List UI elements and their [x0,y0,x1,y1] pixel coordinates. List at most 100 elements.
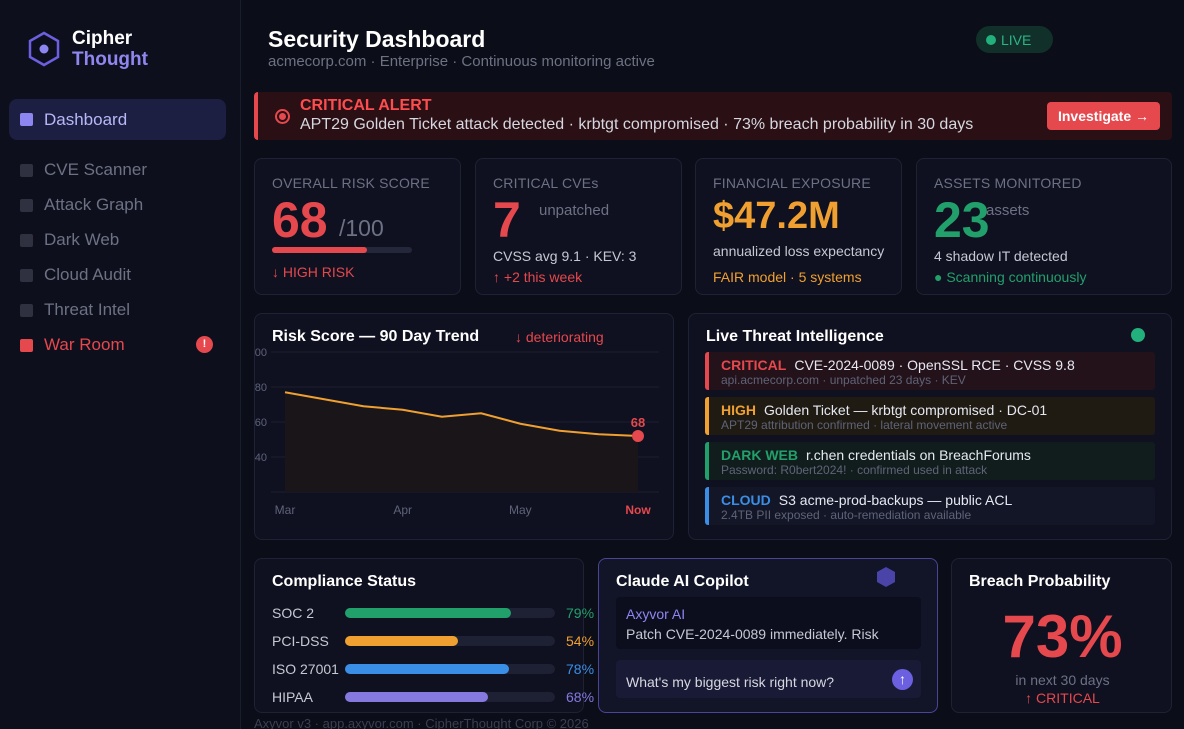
threat-item[interactable]: CRITICAL CVE-2024-0089 · OpenSSL RCE · CV… [705,352,1155,390]
threat-severity-tag: CLOUD [721,492,771,508]
kpi-label: FINANCIAL EXPOSURE [713,175,871,191]
critical-cves-value: 7 [493,192,521,248]
sidebar-item-dark-web[interactable]: Dark Web [20,230,220,250]
sidebar-item-label: CVE Scanner [44,160,147,179]
intel-title: Live Threat Intelligence [706,328,884,345]
compliance-row: ISO 27001 78% [272,658,595,678]
war-room-icon [20,338,33,352]
cvss-detail: CVSS avg 9.1 · KEV: 3 [493,248,637,264]
dashboard-icon [20,113,33,126]
risk-score-max: /100 [339,215,384,241]
compliance-title: Compliance Status [272,573,417,590]
compliance-bar [345,608,555,618]
compliance-bar-fill [345,664,509,674]
threat-headline: CRITICAL CVE-2024-0089 · OpenSSL RCE · CV… [721,357,1075,373]
x-tick-label: May [509,503,532,517]
sidebar-item-label: War Room [44,335,125,354]
threat-item[interactable]: DARK WEB r.chen credentials on BreachForu… [705,442,1155,480]
send-button[interactable]: ↑ [892,669,913,690]
brand-logo[interactable]: Cipher Thought [28,28,148,70]
compliance-row: HIPAA 68% [272,686,595,706]
dark-web-icon [20,233,33,247]
trend-title: Risk Score — 90 Day Trend [272,328,480,345]
investigate-button[interactable]: Investigate → [1047,102,1160,130]
kpi-label: ASSETS MONITORED [934,175,1082,191]
ai-message-bubble: Axyvor AI Patch CVE-2024-0089 immediatel… [616,597,921,649]
threat-detail: 2.4TB PII exposed · auto-remediation ava… [721,508,972,522]
compliance-percent: 54% [566,633,595,649]
attack-graph-icon [20,198,33,212]
sidebar-item-cloud-audit[interactable]: Cloud Audit [20,265,220,285]
threat-text: Golden Ticket — krbtgt compromised · DC-… [764,402,1048,418]
sidebar-item-threat-intel[interactable]: Threat Intel [20,300,220,320]
x-tick-label: Mar [275,503,296,517]
sidebar-item-war-room[interactable]: War Room ! [20,335,220,355]
sidebar-item-label: Dark Web [44,230,120,249]
compliance-name: SOC 2 [272,605,315,621]
assets-unit: assets [986,202,1030,219]
threat-headline: HIGH Golden Ticket — krbtgt compromised ·… [721,402,1047,418]
y-tick-label: 60 [255,417,267,429]
threat-intel-icon [20,303,33,317]
brand-line-1: Cipher [72,28,133,49]
live-status-badge: LIVE [976,26,1053,53]
copilot-input-field[interactable]: What's my biggest risk right now? ↑ [616,660,921,698]
sidebar-item-attack-graph[interactable]: Attack Graph [20,195,220,215]
footer-text: Axyvor v3 · app.axyvor.com · CipherThoug… [254,716,589,729]
threat-detail: Password: R0bert2024! · confirmed used i… [721,463,988,477]
risk-trend-chart: 40 60 80 100 68 Mar Apr May Now [255,347,659,517]
threat-headline: CLOUD S3 acme-prod-backups — public ACL [721,492,1012,508]
financial-note: FAIR model · 5 systems [713,269,862,285]
alert-title: CRITICAL ALERT [300,97,432,114]
compliance-row: SOC 2 79% [272,602,595,622]
compliance-percent: 78% [566,661,595,677]
risk-status: ↓ HIGH RISK [272,264,355,280]
financial-detail: annualized loss expectancy [713,243,885,259]
shadow-it-detail: 4 shadow IT detected [934,248,1068,264]
compliance-row: PCI-DSS 54% [272,630,595,650]
compliance-percent: 68% [566,689,595,705]
page-title: Security Dashboard [268,26,486,52]
trend-line [284,391,639,437]
cloud-audit-icon [20,268,33,282]
threat-item[interactable]: CLOUD S3 acme-prod-backups — public ACL 2.… [705,487,1155,525]
compliance-name: ISO 27001 [272,661,339,677]
threat-text: CVE-2024-0089 · OpenSSL RCE · CVSS 9.8 [794,357,1075,373]
risk-score-card: OVERALL RISK SCORE 68 /100 ↓ HIGH RISK [254,158,461,295]
sidebar: Cipher Thought Dashboard CVE Scanner Att… [0,0,241,729]
current-value-marker [632,430,644,442]
copilot-card: Claude AI Copilot Axyvor AI Patch CVE-20… [598,558,938,713]
trend-status: ↓ deteriorating [515,329,604,345]
assets-monitored-card: ASSETS MONITORED 23 assets 4 shadow IT d… [916,158,1172,295]
threat-headline: DARK WEB r.chen credentials on BreachForu… [721,447,1031,463]
copilot-title: Claude AI Copilot [616,573,749,590]
y-tick-label: 80 [255,382,267,394]
alert-icon [275,109,290,124]
x-tick-label: Now [625,503,651,517]
brand-name: Cipher Thought [72,28,148,70]
x-tick-label: Apr [393,503,412,517]
cve-scanner-icon [20,163,33,177]
compliance-bar [345,692,555,702]
breach-detail: in next 30 days [1015,672,1110,688]
kpi-label: CRITICAL CVEs [493,175,599,191]
copilot-hexagon-icon [877,567,895,587]
ai-sender: Axyvor AI [626,606,686,622]
sidebar-item-dashboard[interactable]: Dashboard [9,99,226,140]
risk-trend-card: Risk Score — 90 Day Trend ↓ deterioratin… [254,313,674,540]
compliance-percent: 79% [566,605,595,621]
threat-text: r.chen credentials on BreachForums [806,447,1031,463]
alert-message: APT29 Golden Ticket attack detected · kr… [300,116,974,133]
breach-probability-card: Breach Probability 73% in next 30 days ↑… [951,558,1172,713]
brand-line-2: Thought [72,49,148,70]
risk-score-bar-fill [272,247,368,253]
compliance-card: Compliance Status SOC 2 79% PCI-DSS 54% ISO … [254,558,594,713]
sidebar-item-cve-scanner[interactable]: CVE Scanner [20,160,220,180]
scanning-status: ● Scanning continuously [934,269,1087,285]
threat-item[interactable]: HIGH Golden Ticket — krbtgt compromised ·… [705,397,1155,435]
trend-area [285,392,638,492]
threat-severity-tag: DARK WEB [721,447,798,463]
compliance-name: HIPAA [272,689,313,705]
breach-value: 73% [1002,603,1123,670]
y-tick-label: 40 [255,452,267,464]
